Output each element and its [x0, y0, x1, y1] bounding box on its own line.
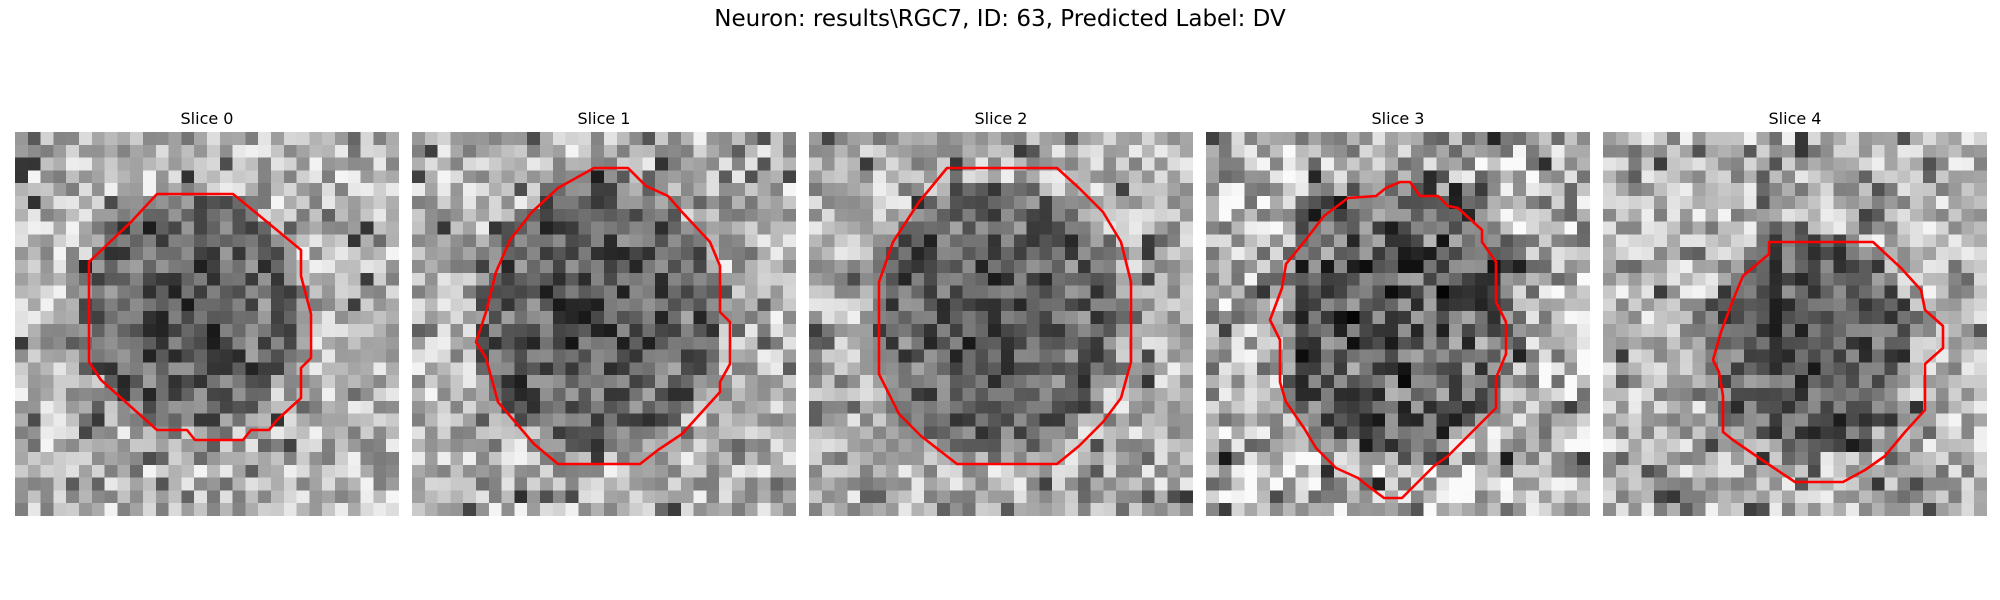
- slice-image-2: [809, 132, 1193, 516]
- slice-image-1: [412, 132, 796, 516]
- slice-image-4: [1603, 132, 1987, 516]
- slice-panel-1: Slice 1: [412, 106, 796, 516]
- slice-panel-0: Slice 0: [15, 106, 399, 516]
- slice-title-2: Slice 2: [809, 106, 1193, 132]
- slice-title-1: Slice 1: [412, 106, 796, 132]
- slice-title-4: Slice 4: [1603, 106, 1987, 132]
- slice-panel-4: Slice 4: [1603, 106, 1987, 516]
- slice-title-3: Slice 3: [1206, 106, 1590, 132]
- slice-panel-2: Slice 2: [809, 106, 1193, 516]
- slice-panel-3: Slice 3: [1206, 106, 1590, 516]
- slice-image-0: [15, 132, 399, 516]
- slice-image-3: [1206, 132, 1590, 516]
- slice-title-0: Slice 0: [15, 106, 399, 132]
- figure-title: Neuron: results\RGC7, ID: 63, Predicted …: [0, 6, 2000, 32]
